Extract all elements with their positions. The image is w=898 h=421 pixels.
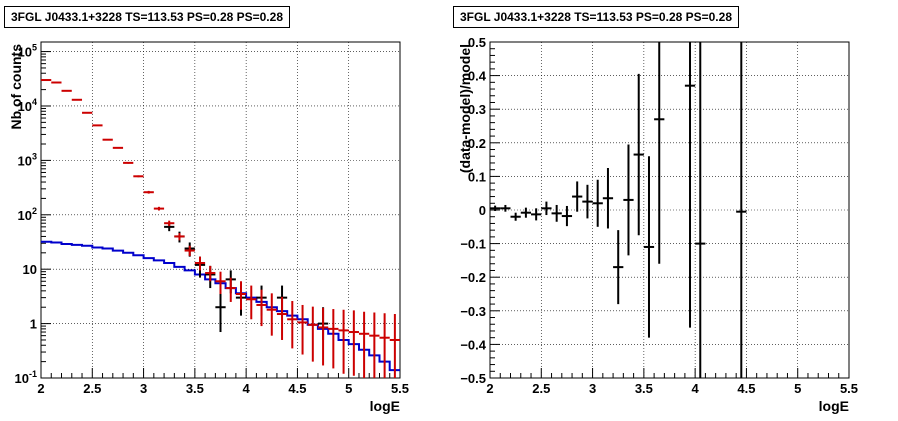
y-tick-label: −0.1 (460, 237, 486, 252)
model-point (317, 307, 329, 366)
model-point (143, 190, 154, 194)
x-tick-label: 2.5 (532, 381, 550, 396)
x-tick-label: 2 (486, 381, 493, 396)
model-point (369, 312, 380, 378)
residual-point (654, 42, 665, 264)
x-axis-title: logE (370, 398, 400, 414)
residual-point (490, 205, 501, 212)
y-tick-label: 0 (479, 203, 486, 218)
y-tick-label: 0.2 (468, 136, 486, 151)
model-point (123, 161, 134, 164)
model-point (215, 271, 226, 294)
y-tick-label: 105 (18, 43, 37, 60)
x-axis-title: logE (819, 398, 849, 414)
residual-point (500, 204, 511, 212)
counts-plot: 2 2.5 3 3.5 4 4.5 5 5.5 10-1 1 10 102 103 104 105 logE N… (8, 41, 409, 414)
y-tick-label: 1 (30, 317, 37, 332)
model-point (112, 146, 124, 149)
model-point (92, 124, 103, 127)
counts-title: 3FGL J0433.1+3228 TS=113.53 PS=0.28 PS=0… (4, 6, 290, 28)
residual-point (613, 230, 624, 305)
y-tick-label: 0.5 (468, 35, 486, 50)
model-point (307, 306, 318, 362)
model-point (266, 293, 277, 336)
residual-point (623, 144, 634, 256)
counts-panel: 2 2.5 3 3.5 4 4.5 5 5.5 10-1 1 10 102 103 104 105 logE N… (4, 6, 409, 414)
x-tick-label: 5 (794, 381, 801, 396)
x-tick-label: 2.5 (83, 381, 101, 396)
x-tick-label: 4 (243, 381, 251, 396)
x-tick-label: 4.5 (288, 381, 306, 396)
model-point (287, 301, 298, 349)
model-point (82, 111, 93, 114)
residual-point (643, 156, 655, 338)
residual-point (602, 168, 614, 229)
y-tick-label: 10 (23, 262, 37, 277)
residual-title: 3FGL J0433.1+3228 TS=113.53 PS=0.28 PS=0… (453, 6, 739, 28)
x-tick-label: 3.5 (186, 381, 204, 396)
y-tick-label: −0.3 (460, 304, 486, 319)
x-tick-label: 5 (345, 381, 352, 396)
model-point (225, 277, 236, 302)
y-tick-label: 0.4 (468, 69, 487, 84)
data-point (215, 288, 226, 333)
residual-point (572, 181, 583, 212)
y-tick-label: −0.2 (460, 270, 486, 285)
residual-point (736, 42, 747, 378)
model-point (389, 314, 400, 378)
residual-point (520, 207, 532, 218)
model-point (358, 311, 370, 378)
model-point (276, 296, 288, 340)
y-tick-label: 0.3 (468, 102, 486, 117)
residual-point (695, 42, 706, 378)
model-point (174, 233, 185, 241)
residual-point (551, 204, 562, 222)
model-point (235, 281, 247, 310)
x-tick-label: 4.5 (737, 381, 755, 396)
residual-point (633, 73, 644, 236)
model-point (194, 256, 206, 271)
model-point (133, 175, 144, 178)
x-tick-label: 3.5 (635, 381, 653, 396)
model-point (246, 285, 257, 320)
model-point (256, 289, 267, 327)
residual-point (684, 42, 696, 328)
model-point (164, 220, 175, 227)
y-tick-label: −0.5 (460, 371, 486, 386)
x-tick-label: 5.5 (840, 381, 858, 396)
plot-area (490, 42, 849, 378)
y-tick-label: 0.1 (468, 169, 486, 184)
y-axis-title: (data-model)/model (457, 44, 473, 173)
residual-point (531, 208, 542, 221)
model-point (153, 206, 165, 211)
residual-point (541, 201, 552, 216)
residual-point (592, 179, 603, 227)
x-tick-label: 2 (37, 381, 44, 396)
x-tick-label: 5.5 (391, 381, 409, 396)
axes-frame (40, 41, 401, 379)
residual-point (561, 205, 573, 227)
x-tick-label: 4 (692, 381, 700, 396)
model-point (348, 310, 359, 376)
y-axis-title: Nb of counts (8, 44, 24, 130)
y-tick-label: 104 (18, 97, 37, 114)
y-tick-label: 102 (18, 206, 37, 223)
residual-panel: 2 2.5 3 3.5 4 4.5 5 5.5 −0.5 −0.4 −0.3 −0.2 −0.1 0 0.1… (449, 0, 898, 421)
y-tick-label: 10-1 (15, 369, 37, 386)
x-tick-label: 3 (140, 381, 147, 396)
x-tick-label: 3 (589, 381, 596, 396)
y-tick-label: −0.4 (460, 337, 486, 352)
model-point (205, 265, 216, 282)
model-point (71, 98, 83, 101)
model-point (184, 245, 195, 256)
residual-point (510, 212, 521, 221)
model-point (338, 309, 349, 374)
model-point (102, 138, 113, 141)
residual-point (582, 184, 593, 219)
model-point (379, 313, 390, 378)
residual-plot: 2 2.5 3 3.5 4 4.5 5 5.5 −0.5 −0.4 −0.3 −0.2 −0.1 0 0.1… (457, 35, 858, 414)
y-tick-label: 103 (18, 151, 37, 168)
model-point (328, 309, 339, 369)
model-point (297, 304, 308, 355)
